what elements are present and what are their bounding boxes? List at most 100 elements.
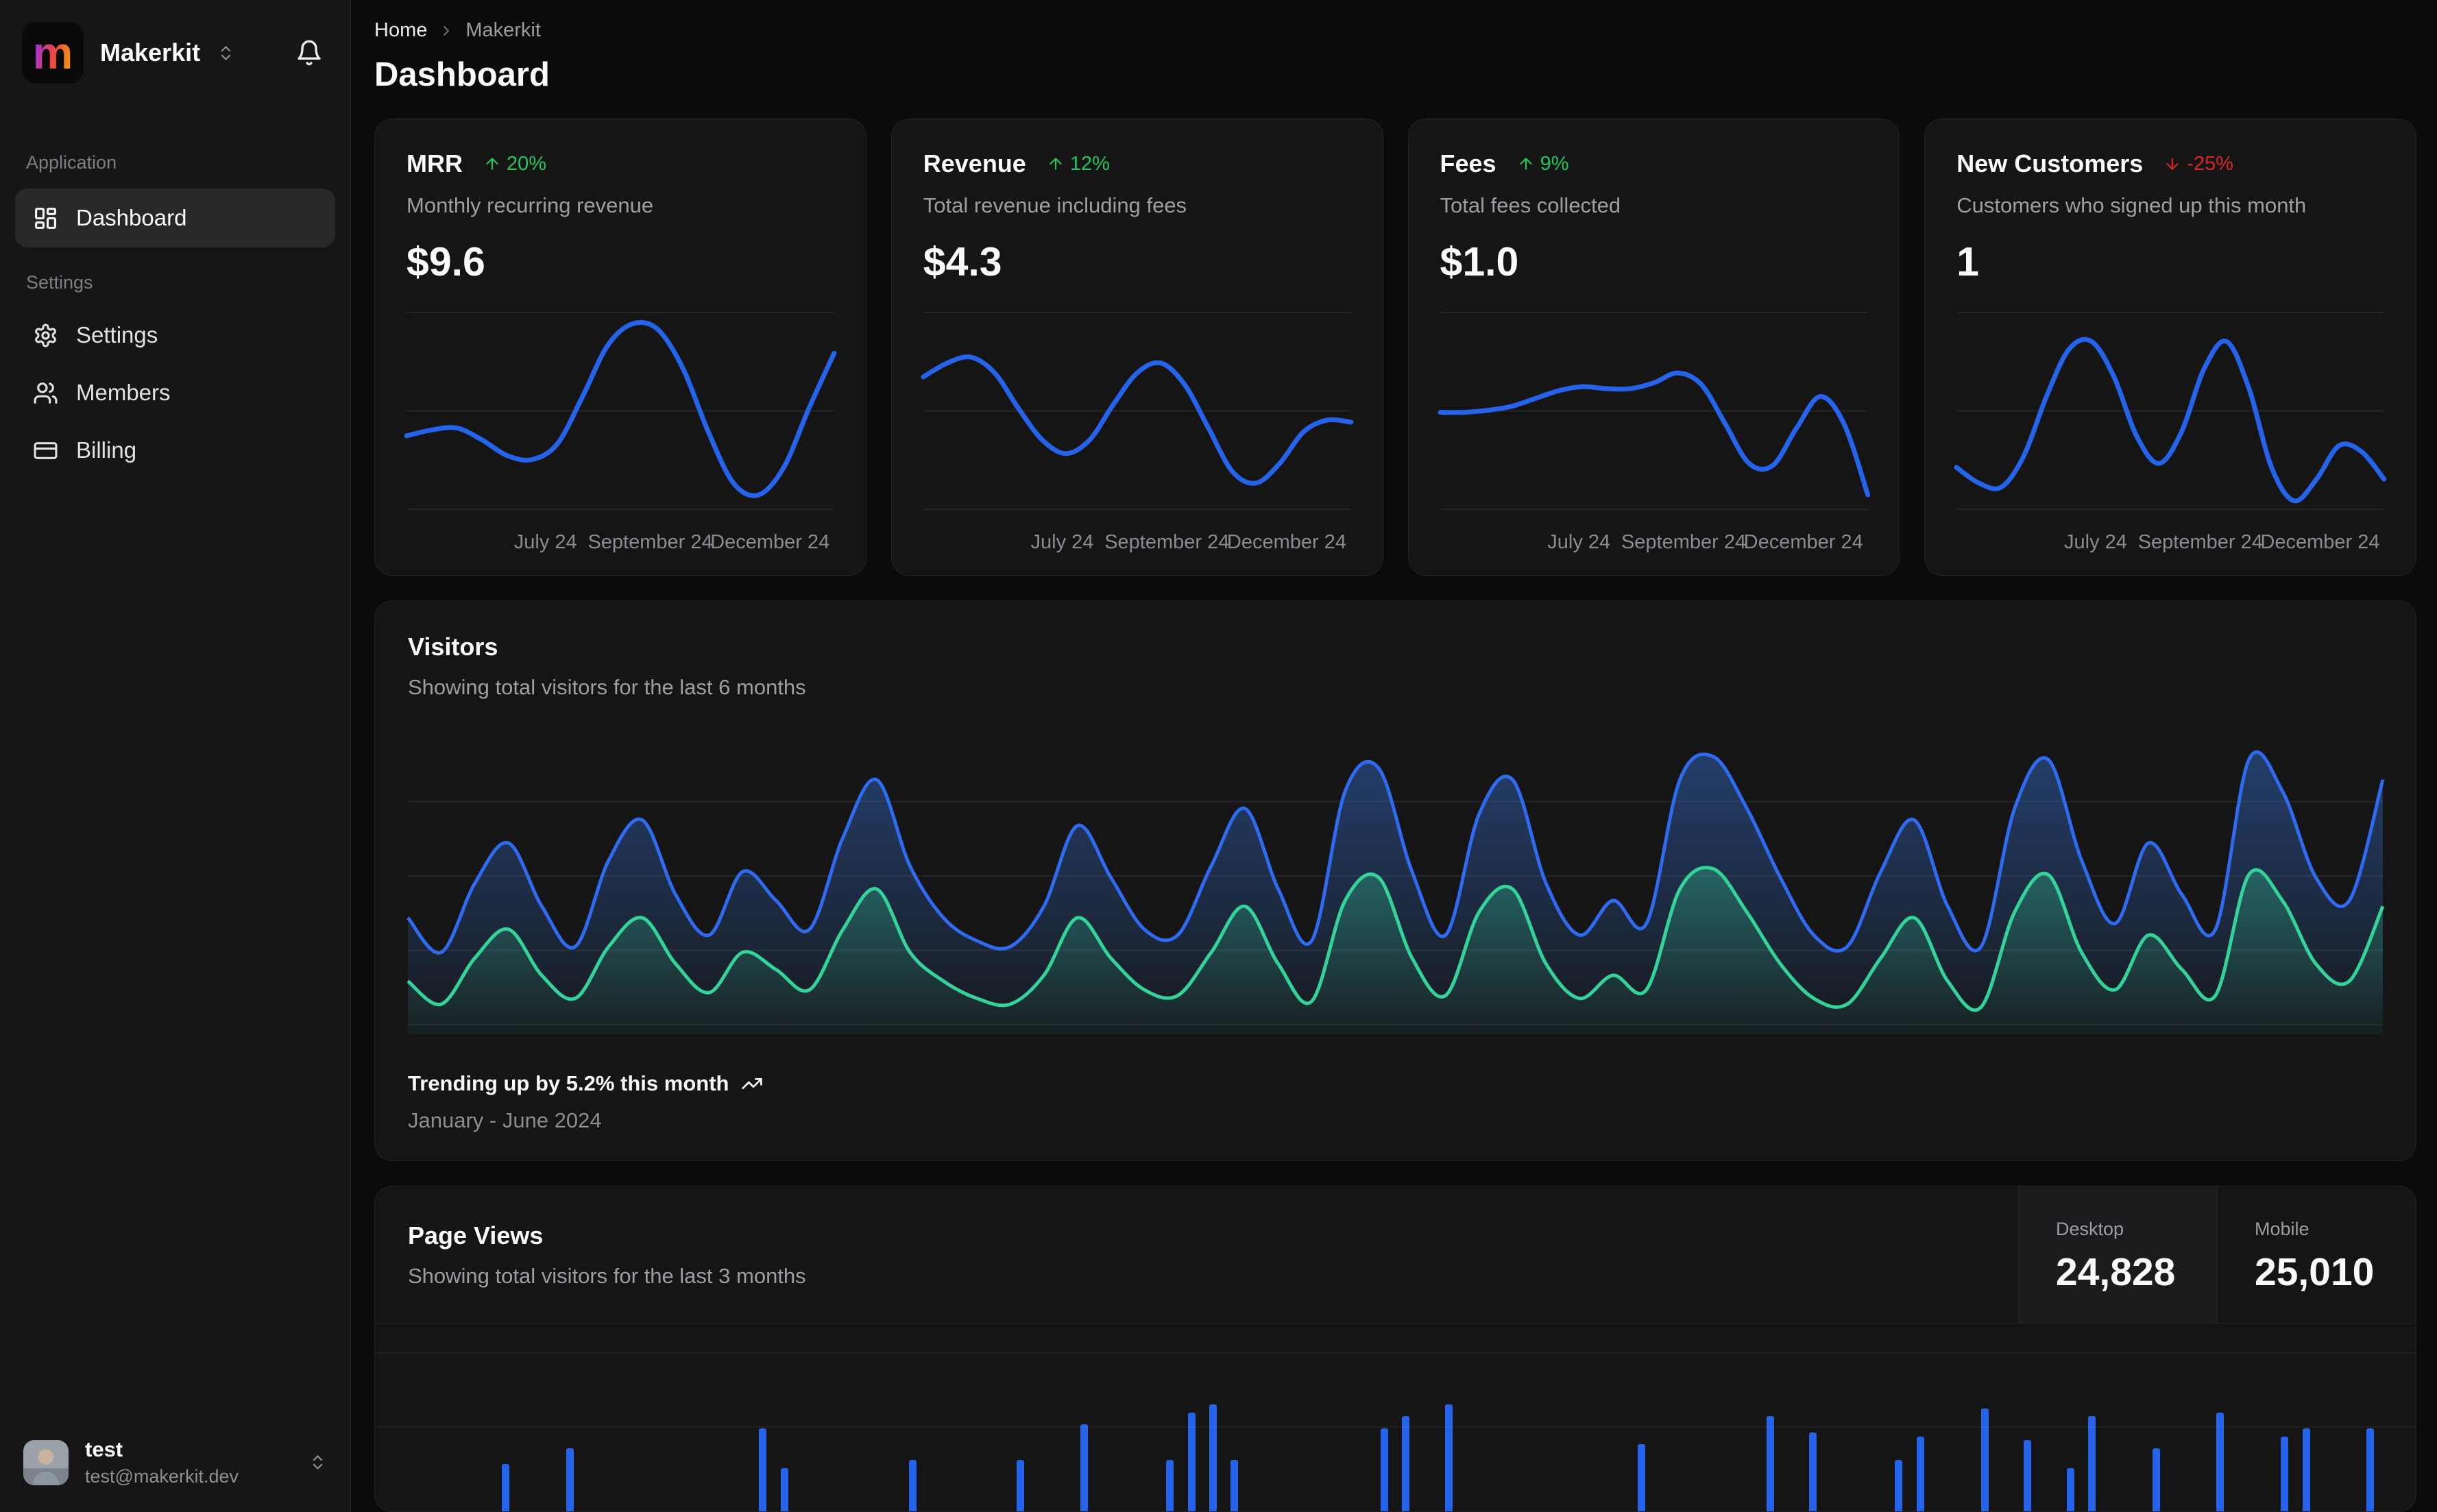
bar-slot [902,1324,923,1511]
bar-slot [2360,1324,2381,1511]
bar-slot [1224,1324,1245,1511]
toggle-mobile[interactable]: Mobile 25,010 [2217,1186,2416,1323]
bar [1080,1424,1089,1511]
page-title: Dashboard [374,56,550,93]
main-content: Home Makerkit Dashboard MRR 20% Monthly … [351,0,2437,1512]
bar-slot [1159,1324,1180,1511]
visitors-card: Visitors Showing total visitors for the … [374,600,2416,1161]
stat-subtitle: Total fees collected [1440,193,1621,217]
trend-badge: 9% [1517,153,1568,175]
stat-subtitle: Customers who signed up this month [1956,193,2307,217]
bar-slot [1181,1324,1202,1511]
page-views-title: Page Views [408,1221,544,1249]
x-tick: December 24 [710,531,830,553]
bar [1187,1412,1196,1511]
bar [1809,1432,1817,1511]
bar [1980,1408,1989,1511]
bar-slot [774,1324,795,1511]
toggle-label: Mobile [2255,1219,2309,1239]
sidebar-item-label: Dashboard [76,205,187,230]
bar-slot [1974,1324,1995,1511]
sidebar-item-label: Billing [76,437,137,463]
bar-slot [495,1324,516,1511]
bar-slot [1395,1324,1416,1511]
x-tick: September 24 [1621,531,1747,553]
page-views-card: Page Views Showing total visitors for th… [374,1186,2416,1512]
trend-badge: -25% [2163,153,2233,175]
trend-badge: 12% [1047,153,1110,175]
sidebar-item-dashboard[interactable]: Dashboard [15,188,335,247]
visitors-subtitle: Showing total visitors for the last 6 mo… [408,675,806,699]
sidebar-item-settings[interactable]: Settings [15,308,335,362]
trend-value: -25% [2187,152,2234,175]
x-tick: September 24 [587,531,713,553]
workspace-selector[interactable]: m Makerkit [22,22,235,84]
stat-card-new-customers: New Customers -25% Customers who signed … [1924,119,2416,576]
visitors-footer-title: Trending up by 5.2% this month [408,1071,729,1095]
bar-slot [1910,1324,1931,1511]
nav-section-application: Application [26,152,117,173]
chevrons-up-down-icon [217,44,235,62]
stat-title: Revenue [923,149,1026,178]
arrow-up-icon [1047,155,1065,173]
bar [1166,1460,1174,1511]
sidebar-item-label: Members [76,380,171,405]
trend-value: 12% [1069,152,1110,175]
toggle-desktop[interactable]: Desktop 24,828 [2018,1186,2217,1323]
bar [2281,1436,2289,1511]
x-tick: July 24 [513,531,577,553]
sidebar-nav: Application Dashboard Settings Settings … [15,132,335,477]
bar-slot [2059,1324,2081,1511]
bar [1916,1436,1924,1511]
bar [2087,1416,2096,1511]
page-views-subtitle: Showing total visitors for the last 3 mo… [408,1263,806,1288]
user-menu[interactable]: test test@makerkit.dev [14,1429,337,1496]
visitors-date-range: January - June 2024 [408,1108,602,1132]
x-tick: September 24 [2137,531,2263,553]
stat-value: 1 [1956,239,1980,284]
x-tick: July 24 [1030,531,1094,553]
bar-slot [1760,1324,1781,1511]
sidebar-item-members[interactable]: Members [15,366,335,419]
bar-slot [2209,1324,2231,1511]
visitors-area-chart [408,724,2383,1034]
bar [780,1468,788,1511]
sidebar-item-label: Settings [76,322,158,347]
bar [502,1464,510,1511]
bar-slot [2295,1324,2316,1511]
sidebar-item-billing[interactable]: Billing [15,424,335,477]
x-tick: December 24 [1226,531,1346,553]
bar [759,1428,767,1511]
stat-value: $9.6 [407,239,485,284]
bar-slot [1631,1324,1652,1511]
x-tick: July 24 [2064,531,2127,553]
stat-value: $4.3 [923,239,1002,284]
trend-value: 20% [506,152,547,175]
x-axis-labels: July 24 September 24 December 24 [1440,531,1868,556]
bar [1444,1404,1453,1511]
stat-card-mrr: MRR 20% Monthly recurring revenue $9.6 J… [374,119,866,576]
breadcrumb-home-link[interactable]: Home [374,19,428,41]
logo-letter: m [32,27,73,78]
bar [2302,1428,2310,1511]
notifications-button[interactable] [290,34,328,72]
stat-card-revenue: Revenue 12% Total revenue including fees… [890,119,1383,576]
bar-slot [2017,1324,2038,1511]
layout-dashboard-icon [33,206,58,231]
toggle-value: 25,010 [2255,1250,2375,1294]
stat-title: MRR [407,149,463,178]
breadcrumb: Home Makerkit [374,19,2416,42]
bar-slot [2146,1324,2167,1511]
nav-section-settings: Settings [26,272,93,293]
avatar [23,1439,69,1485]
page-views-bar-chart [375,1324,2416,1511]
x-axis-labels: July 24 September 24 December 24 [407,531,834,556]
arrow-up-icon [1517,155,1535,173]
x-axis-labels: July 24 September 24 December 24 [923,531,1351,556]
toggle-label: Desktop [2056,1219,2124,1239]
bar-slot [1074,1324,1095,1511]
user-name: test [85,1437,123,1461]
bar [1230,1460,1239,1511]
bar [1381,1428,1389,1511]
fees-sparkline-chart [1440,308,1868,513]
